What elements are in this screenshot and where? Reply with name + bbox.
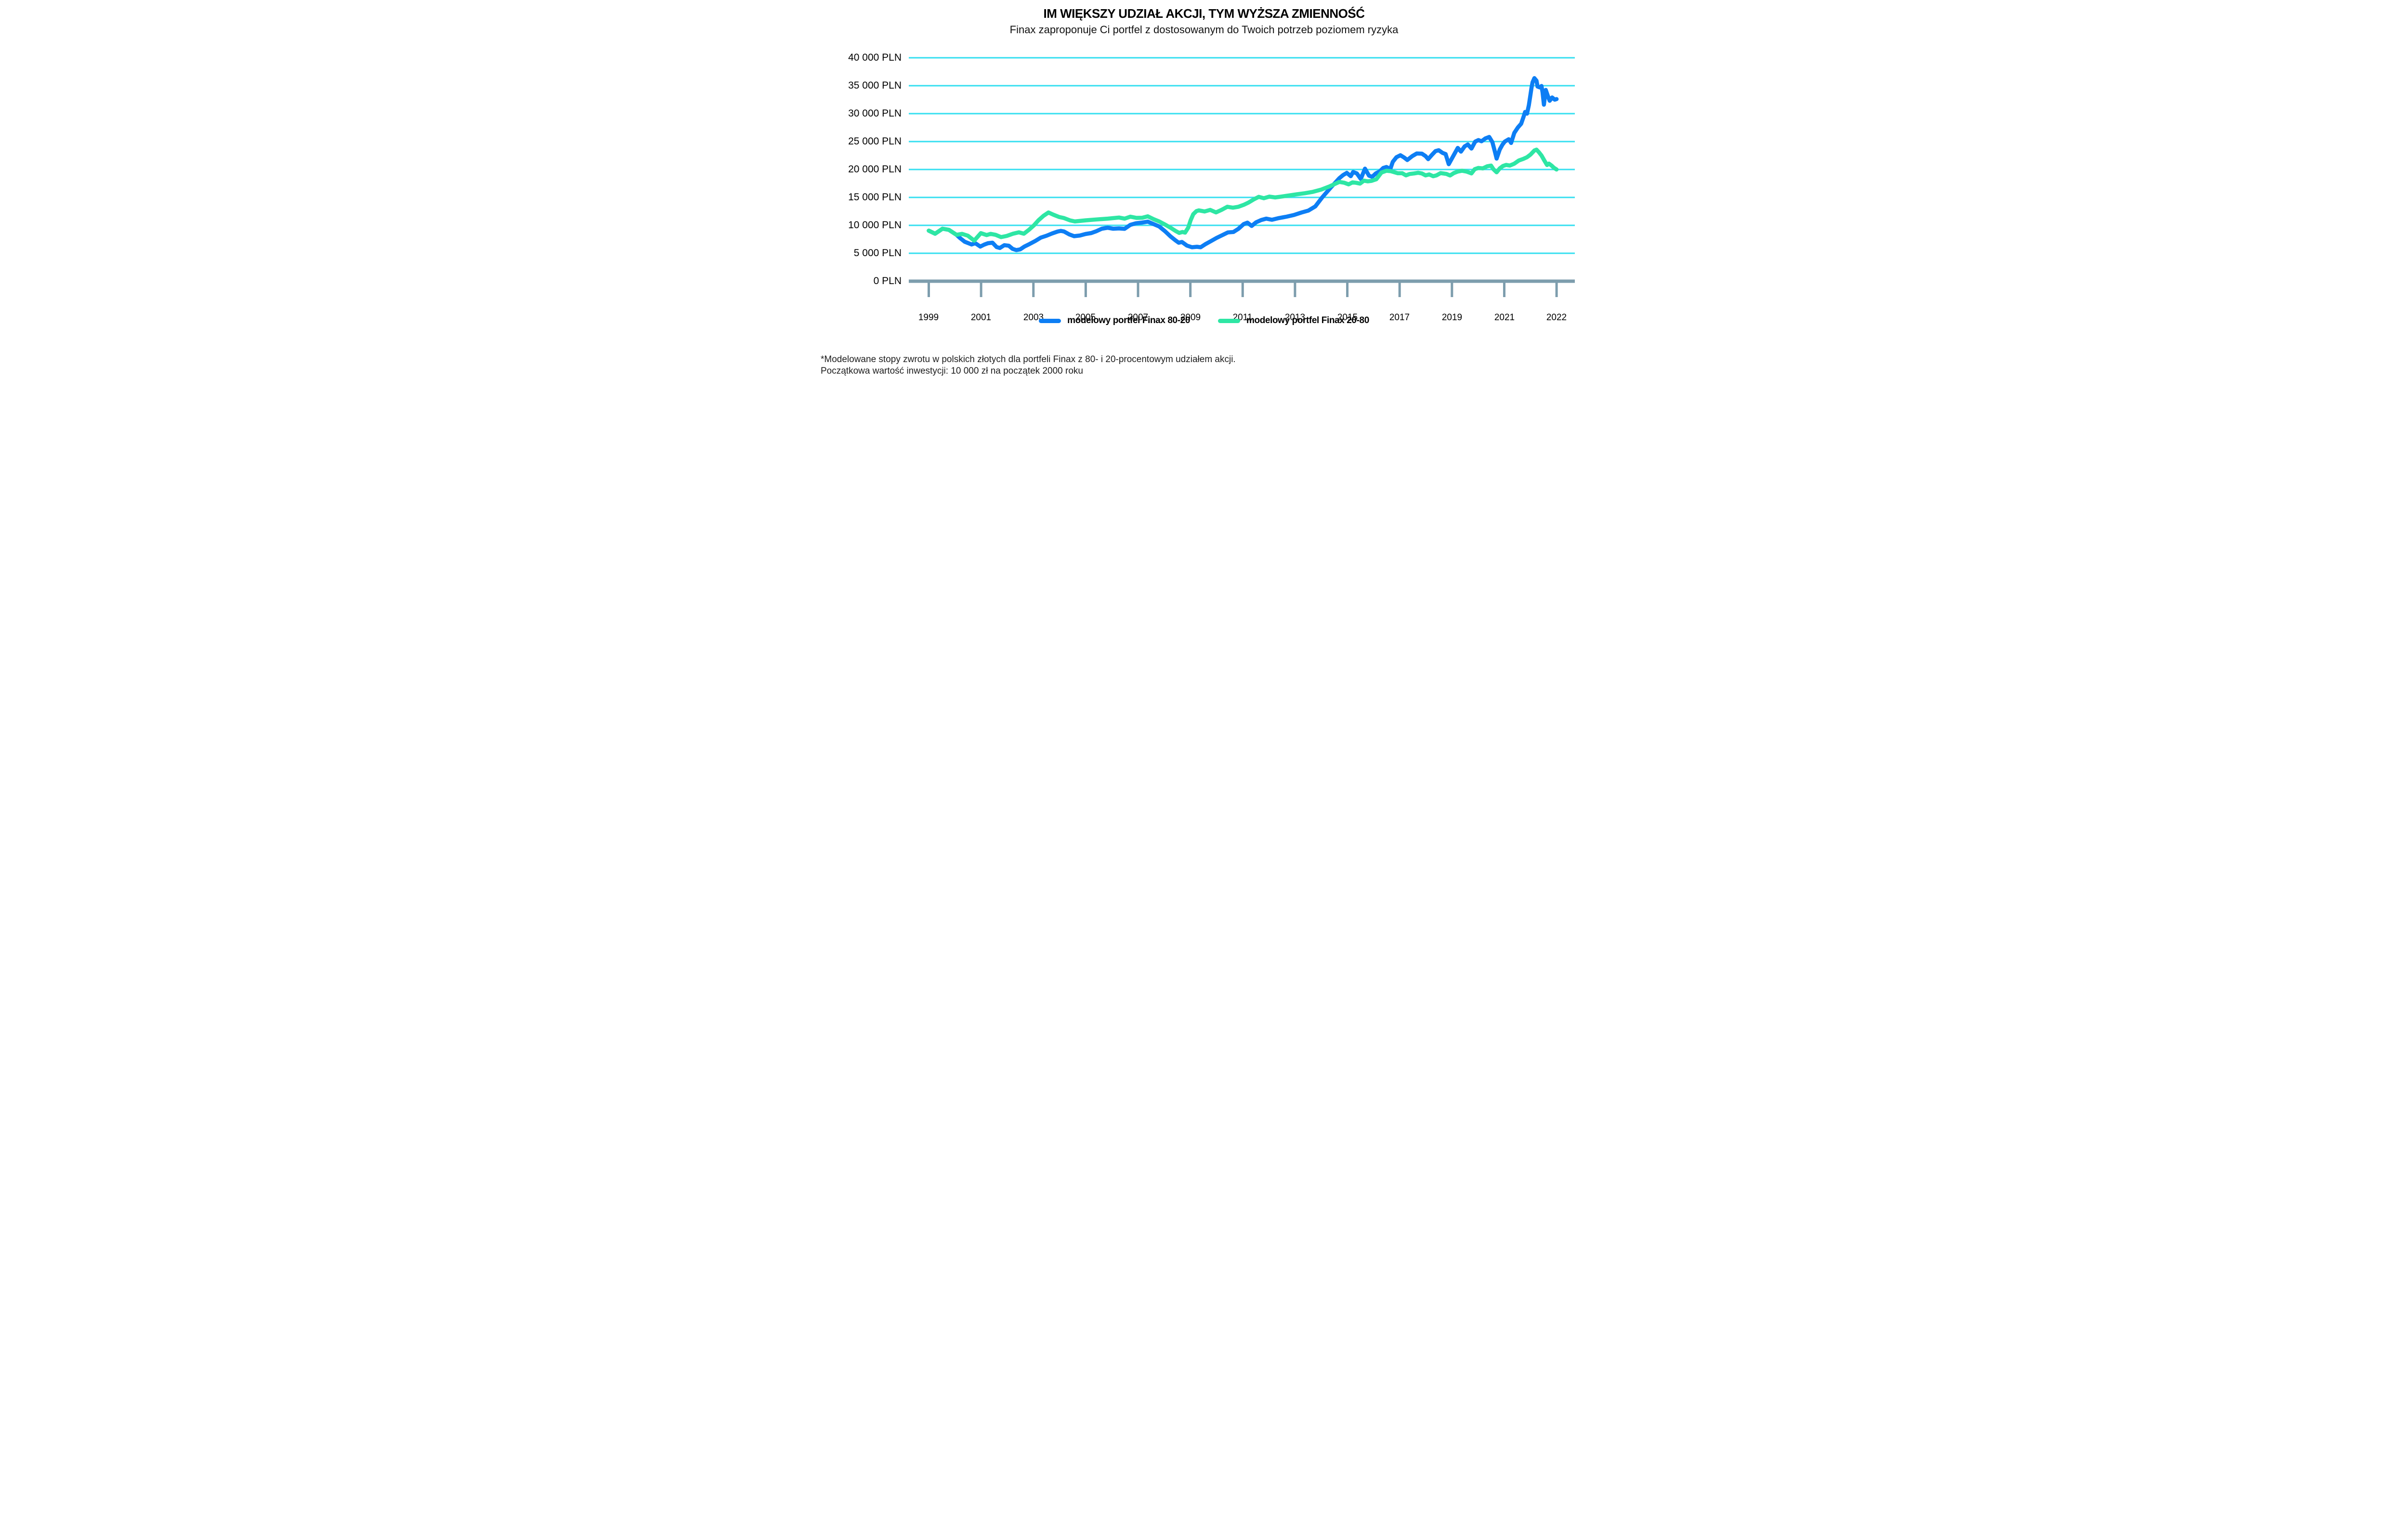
x-axis-label: 2005 bbox=[1075, 312, 1096, 323]
legend: modelowy portfel Finax 80-20 modelowy po… bbox=[814, 315, 1594, 326]
y-axis-label: 10 000 PLN bbox=[848, 220, 902, 231]
footnote: *Modelowane stopy zwrotu w polskich złot… bbox=[821, 354, 1236, 377]
x-axis-label: 2015 bbox=[1337, 312, 1358, 323]
footnote-line-1: *Modelowane stopy zwrotu w polskich złot… bbox=[821, 354, 1236, 364]
x-axis-label: 2001 bbox=[970, 312, 992, 323]
series-line-20-80 bbox=[927, 147, 1559, 243]
x-axis-label: 2009 bbox=[1180, 312, 1201, 323]
x-axis-label: 2007 bbox=[1127, 312, 1149, 323]
chart-subtitle: Finax zaproponuje Ci portfel z dostosowa… bbox=[1009, 24, 1399, 36]
series-line-80-20 bbox=[927, 76, 1559, 252]
plot-area bbox=[909, 57, 1575, 297]
y-axis-label: 40 000 PLN bbox=[848, 52, 902, 63]
x-axis-label: 1999 bbox=[918, 312, 939, 323]
legend-label-80-20: modelowy portfel Finax 80-20 bbox=[1067, 315, 1190, 325]
chart-title: IM WIĘKSZY UDZIAŁ AKCJI, TYM WYŻSZA ZMIE… bbox=[1043, 6, 1365, 21]
y-axis-label: 15 000 PLN bbox=[848, 192, 902, 203]
series-20-80-swatch-icon bbox=[1218, 318, 1240, 323]
y-axis-label: 25 000 PLN bbox=[848, 136, 902, 147]
legend-item-20-80: modelowy portfel Finax 20-80 bbox=[1218, 315, 1369, 326]
y-axis-label: 30 000 PLN bbox=[848, 108, 902, 119]
x-axis-label: 2013 bbox=[1284, 312, 1306, 323]
y-axis-label: 0 PLN bbox=[873, 275, 902, 286]
chart-page: IM WIĘKSZY UDZIAŁ AKCJI, TYM WYŻSZA ZMIE… bbox=[814, 0, 1594, 381]
y-axis-label: 5 000 PLN bbox=[853, 247, 902, 259]
x-axis-label: 2022 bbox=[1546, 312, 1567, 323]
x-axis-label: 2019 bbox=[1441, 312, 1463, 323]
x-axis-label: 2021 bbox=[1494, 312, 1515, 323]
series-80-20-swatch-icon bbox=[1039, 318, 1061, 323]
legend-label-20-80: modelowy portfel Finax 20-80 bbox=[1246, 315, 1369, 325]
footnote-line-2: Początkowa wartość inwestycji: 10 000 zł… bbox=[821, 366, 1083, 376]
y-axis-label: 20 000 PLN bbox=[848, 164, 902, 175]
x-axis-label: 2017 bbox=[1389, 312, 1410, 323]
x-axis-label: 2003 bbox=[1023, 312, 1044, 323]
legend-item-80-20: modelowy portfel Finax 80-20 bbox=[1039, 315, 1190, 326]
y-axis-label: 35 000 PLN bbox=[848, 80, 902, 91]
